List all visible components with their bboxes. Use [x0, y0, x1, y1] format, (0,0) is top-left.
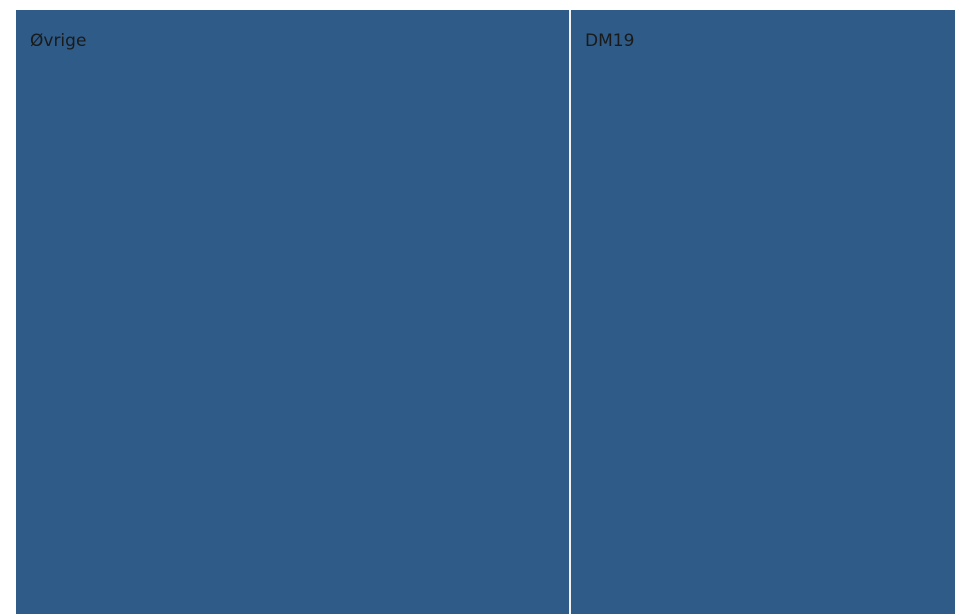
treemap-tile-label: DM19 — [585, 31, 635, 51]
treemap-tile[interactable]: DM19 — [571, 10, 955, 614]
treemap-tile[interactable]: Øvrige — [16, 10, 569, 614]
treemap-chart: Øvrige DM19 — [16, 10, 955, 614]
treemap-tile-label: Øvrige — [30, 31, 87, 51]
